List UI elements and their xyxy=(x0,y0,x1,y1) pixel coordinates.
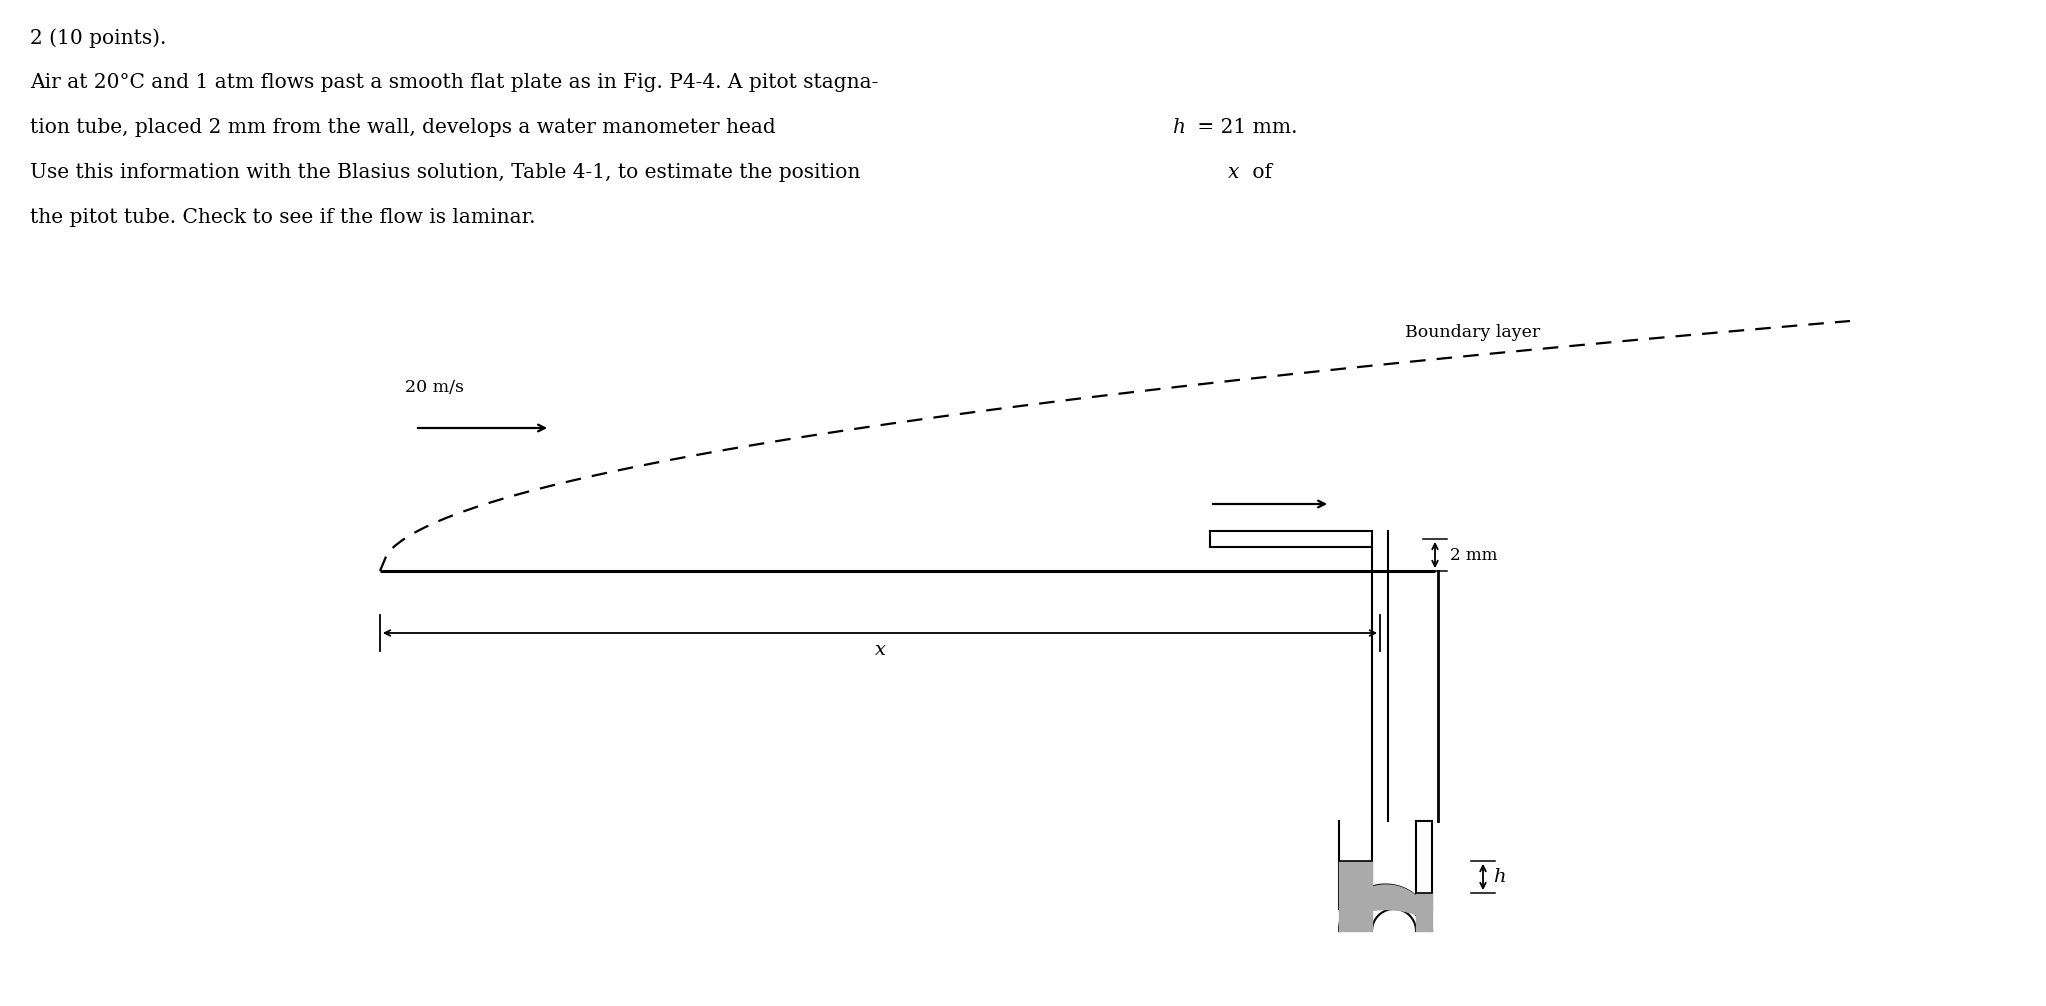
Text: 2 (10 points).: 2 (10 points). xyxy=(31,28,166,47)
Text: the pitot tube. Check to see if the flow is laminar.: the pitot tube. Check to see if the flow… xyxy=(31,208,536,227)
Text: Use this information with the Blasius solution, Table 4-1, to estimate the posit: Use this information with the Blasius so… xyxy=(31,163,868,182)
Text: 20 m/s: 20 m/s xyxy=(405,379,464,396)
Polygon shape xyxy=(1416,893,1432,931)
Text: Boundary layer: Boundary layer xyxy=(1406,324,1541,341)
Text: Air at 20°C and 1 atm flows past a smooth flat plate as in Fig. P4-4. A pitot st: Air at 20°C and 1 atm flows past a smoot… xyxy=(31,73,878,92)
Text: h: h xyxy=(1172,118,1185,137)
Polygon shape xyxy=(1338,861,1373,931)
Text: = 21 mm.: = 21 mm. xyxy=(1191,118,1297,137)
Text: h: h xyxy=(1494,868,1506,886)
Text: 2 mm: 2 mm xyxy=(1451,546,1498,563)
Text: x: x xyxy=(1228,163,1240,182)
Text: x: x xyxy=(874,641,886,659)
Text: of: of xyxy=(1246,163,1273,182)
Text: tion tube, placed 2 mm from the wall, develops a water manometer head: tion tube, placed 2 mm from the wall, de… xyxy=(31,118,782,137)
